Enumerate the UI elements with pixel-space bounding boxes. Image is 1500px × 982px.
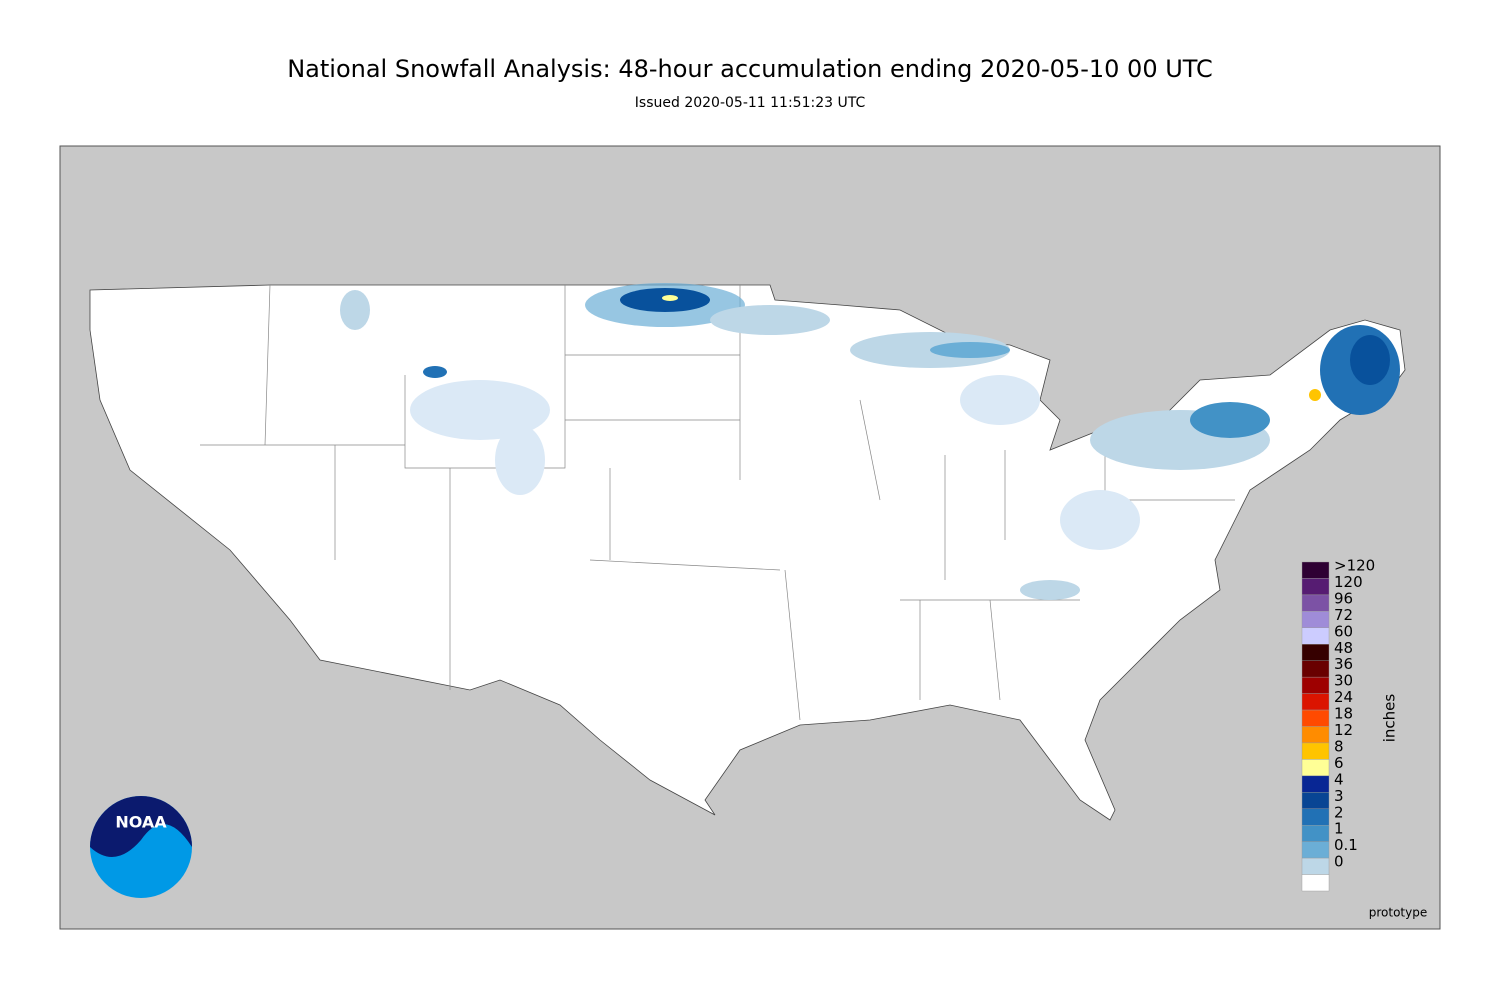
legend-swatch	[1301, 660, 1330, 678]
legend-label: 0	[1334, 853, 1344, 871]
legend-swatch	[1301, 578, 1330, 596]
legend-swatch	[1301, 775, 1330, 793]
legend-label: 12	[1334, 721, 1353, 739]
legend-label: 96	[1334, 589, 1353, 607]
legend-swatch	[1301, 644, 1330, 661]
legend-label: 18	[1334, 705, 1353, 723]
legend-swatch	[1301, 693, 1330, 711]
legend-swatch	[1301, 825, 1330, 842]
legend-label: 72	[1334, 606, 1353, 624]
legend-swatch	[1301, 709, 1330, 727]
legend-swatch	[1301, 611, 1330, 628]
legend-label: 3	[1334, 787, 1344, 805]
legend-swatch	[1301, 594, 1330, 612]
legend-unit: inches	[1381, 694, 1399, 743]
legend-swatch	[1301, 676, 1330, 694]
legend-label: 120	[1334, 573, 1363, 591]
legend-label: 60	[1334, 622, 1353, 640]
legend-label: 2	[1334, 803, 1344, 821]
legend-swatch	[1301, 857, 1330, 875]
snow-areas	[340, 283, 1400, 600]
legend-label: 24	[1334, 688, 1353, 706]
legend-label: 4	[1334, 770, 1344, 788]
legend-label: >120	[1334, 557, 1375, 575]
legend-label: 0.1	[1334, 836, 1358, 854]
legend-swatch	[1301, 627, 1330, 645]
legend-swatch	[1301, 808, 1330, 826]
legend-swatch	[1301, 561, 1330, 579]
legend-label: 48	[1334, 639, 1353, 657]
watermark: prototype	[1369, 906, 1427, 920]
legend-swatch	[1301, 726, 1330, 744]
title: National Snowfall Analysis: 48-hour accu…	[287, 55, 1213, 83]
legend-label: 6	[1334, 754, 1344, 772]
subtitle: Issued 2020-05-11 11:51:23 UTC	[635, 95, 866, 111]
legend-label: 36	[1334, 655, 1353, 673]
legend-label: 8	[1334, 737, 1344, 755]
legend-swatch	[1301, 759, 1330, 777]
legend-swatch	[1301, 841, 1330, 859]
legend-swatch-base	[1301, 874, 1330, 892]
legend-swatch	[1301, 742, 1330, 760]
noaa-logo: NOAA	[90, 796, 192, 898]
legend-label: 30	[1334, 672, 1353, 690]
legend-swatch	[1301, 792, 1330, 809]
logo-text: NOAA	[115, 813, 167, 832]
map	[59, 145, 1441, 930]
legend-label: 1	[1334, 820, 1344, 838]
